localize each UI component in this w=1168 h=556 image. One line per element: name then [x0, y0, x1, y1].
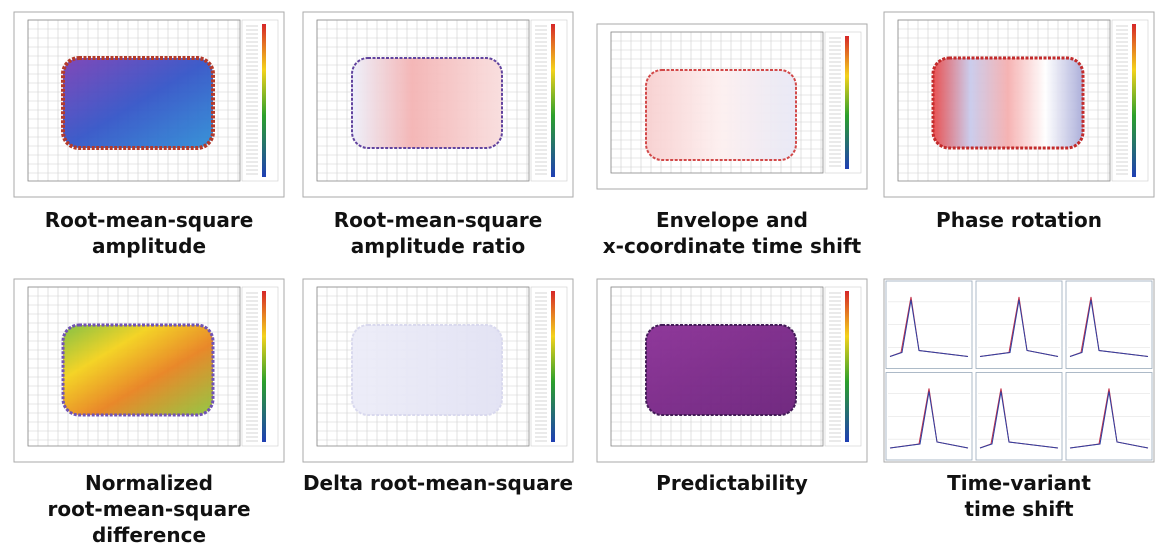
caption: Envelope and: [656, 208, 808, 232]
caption: amplitude: [92, 234, 206, 258]
caption: Delta root-mean-square: [303, 471, 573, 495]
caption: root-mean-square: [47, 497, 250, 521]
caption: difference: [92, 523, 206, 547]
colorbar-panel: [241, 19, 279, 182]
map-surface: [61, 323, 215, 417]
curve: [1069, 391, 1149, 449]
curve: [1069, 299, 1149, 357]
map-surface: [931, 56, 1085, 150]
colorbar: [845, 291, 849, 442]
caption: Normalized: [85, 471, 213, 495]
thumbnail: [302, 278, 574, 463]
colorbar-panel: [1111, 19, 1149, 182]
colorbar: [845, 36, 849, 169]
curve: [979, 299, 1059, 357]
plot-area: [316, 19, 530, 182]
thumbnail: [596, 23, 868, 190]
map-surface: [351, 324, 503, 416]
curve: [889, 391, 969, 449]
curve: [979, 391, 1059, 449]
thumbnail: [302, 11, 574, 198]
map-surface: [61, 56, 215, 150]
colorbar-panel: [824, 31, 862, 174]
colorbar: [1132, 24, 1136, 177]
plot-area: [316, 286, 530, 447]
colorbar: [551, 291, 555, 442]
plot-area: [897, 19, 1111, 182]
caption: amplitude ratio: [351, 234, 526, 258]
thumbnail: [13, 278, 285, 463]
colorbar-panel: [530, 19, 568, 182]
curve: [889, 299, 969, 357]
plot-area: [27, 286, 241, 447]
caption: Root-mean-square: [45, 208, 254, 232]
thumbnail: [13, 11, 285, 198]
map-surface: [351, 57, 503, 149]
caption: Predictability: [656, 471, 808, 495]
map-surface: [645, 324, 797, 416]
thumbnail: [883, 11, 1155, 198]
colorbar-panel: [241, 286, 279, 447]
caption: Phase rotation: [936, 208, 1102, 232]
caption: time shift: [964, 497, 1073, 521]
colorbar: [262, 24, 266, 177]
colorbar-panel: [530, 286, 568, 447]
plot-area: [610, 31, 824, 174]
thumbnail-frame: [883, 11, 1155, 198]
caption: Root-mean-square: [334, 208, 543, 232]
thumbnail: [883, 278, 1155, 463]
caption: Time-variant: [947, 471, 1091, 495]
plot-area: [610, 286, 824, 447]
caption: x-coordinate time shift: [603, 234, 862, 258]
colorbar: [262, 291, 266, 442]
thumbnail: [596, 278, 868, 463]
plot-area: [27, 19, 241, 182]
colorbar: [551, 24, 555, 177]
map-surface: [645, 69, 797, 161]
colorbar-panel: [824, 286, 862, 447]
